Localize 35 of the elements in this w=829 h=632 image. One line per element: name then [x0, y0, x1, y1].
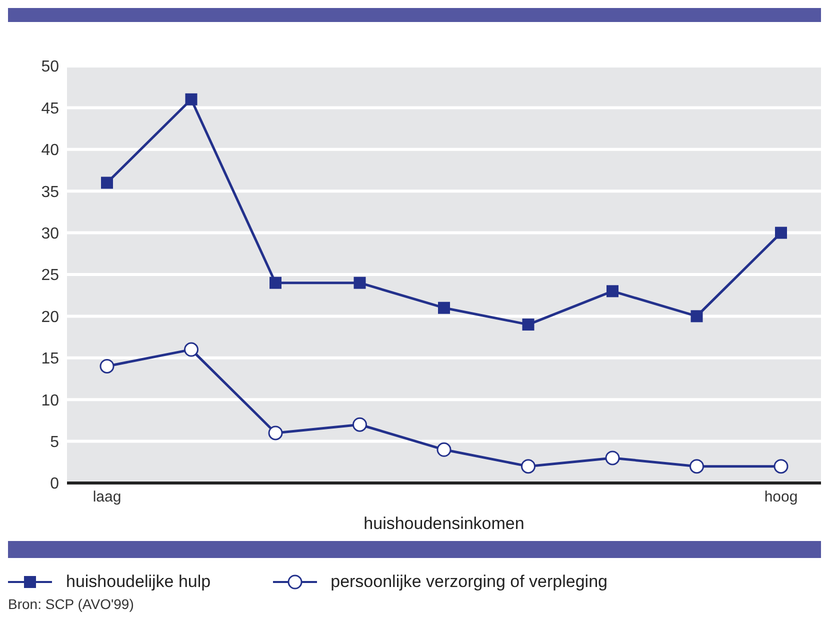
y-tick-label: 20	[41, 308, 60, 326]
point	[606, 285, 618, 298]
point	[101, 176, 113, 189]
point	[354, 276, 366, 289]
y-tick-label: 50	[41, 58, 60, 76]
point	[268, 426, 283, 440]
y-tick-label: 30	[41, 225, 60, 242]
x-tick-label: hoog	[764, 488, 798, 506]
point	[605, 450, 620, 466]
point	[774, 459, 788, 474]
point	[100, 358, 114, 374]
point	[352, 417, 367, 432]
y-tick-label: 45	[41, 100, 60, 118]
y-tick-label: 25	[41, 267, 60, 284]
point	[184, 342, 198, 357]
point	[436, 442, 452, 457]
point	[438, 302, 450, 314]
y-tick-label: 35	[41, 184, 60, 201]
point	[521, 459, 536, 474]
y-tick-label: 15	[41, 350, 60, 368]
text: Bron: SCP (AVO'99)	[8, 596, 135, 612]
y-tick-label: 5	[50, 434, 60, 451]
point	[522, 318, 534, 331]
x-tick-label: laag	[92, 488, 122, 506]
y-tick-label: 40	[41, 142, 60, 160]
legend-label: persoonlijke verzorging of verpleging	[330, 572, 608, 592]
point	[690, 459, 704, 474]
y-tick-label: 0	[50, 476, 60, 493]
point	[270, 276, 282, 289]
point	[185, 93, 198, 106]
point	[690, 310, 703, 322]
legend-label: huishoudelijke hulp	[66, 572, 211, 592]
point	[775, 226, 787, 239]
y-tick-label: 10	[41, 392, 60, 410]
x-axis-title: huishoudensinkomen	[364, 514, 524, 533]
